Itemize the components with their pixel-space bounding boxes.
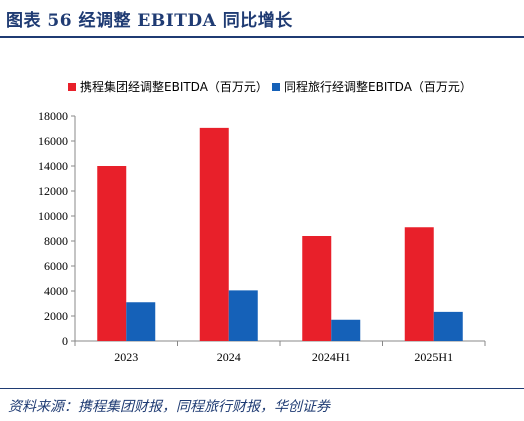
- legend-swatch-ctrip: [68, 83, 76, 91]
- y-tick-label: 16000: [38, 134, 68, 148]
- title-divider: [0, 36, 524, 38]
- x-tick-label: 2024H1: [312, 350, 351, 364]
- source-divider: [0, 388, 524, 389]
- y-tick-label: 8000: [44, 234, 68, 248]
- bar-tongcheng-2025h1: [433, 311, 463, 341]
- x-tick-label: 2023: [114, 350, 138, 364]
- y-tick-label: 12000: [38, 184, 68, 198]
- y-tick-label: 6000: [44, 259, 68, 273]
- bar-ctrip-2024: [199, 127, 229, 341]
- bar-chart: 携程集团经调整EBITDA（百万元） 同程旅行经调整EBITDA（百万元） 02…: [38, 79, 486, 364]
- bar-ctrip-2024h1: [302, 236, 332, 341]
- legend: 携程集团经调整EBITDA（百万元） 同程旅行经调整EBITDA（百万元）: [68, 79, 472, 94]
- y-tick-label: 10000: [38, 209, 68, 223]
- bars: [97, 127, 463, 341]
- legend-label-ctrip: 携程集团经调整EBITDA（百万元）: [80, 79, 268, 94]
- y-tick-label: 4000: [44, 284, 68, 298]
- y-tick-label: 0: [62, 334, 68, 348]
- bar-tongcheng-2023: [126, 302, 156, 341]
- legend-label-tongcheng: 同程旅行经调整EBITDA（百万元）: [284, 79, 472, 94]
- bar-ctrip-2025h1: [404, 227, 434, 341]
- bar-tongcheng-2024h1: [331, 319, 361, 341]
- y-tick-label: 14000: [38, 159, 68, 173]
- bar-tongcheng-2024: [228, 290, 258, 341]
- y-axis: 0 2000 4000 6000 8000 10000 12000 14000 16000 180…: [38, 109, 76, 348]
- y-tick-label: 18000: [38, 109, 68, 123]
- source-note: 资料来源：携程集团财报，同程旅行财报，华创证券: [8, 399, 330, 415]
- figure-title: 图表 56 经调整 EBITDA 同比增长: [6, 11, 293, 31]
- x-tick-label: 2025H1: [414, 350, 453, 364]
- x-axis: 2023 2024 2024H1 2025H1: [74, 340, 486, 364]
- y-tick-label: 2000: [44, 309, 68, 323]
- x-tick-label: 2024: [217, 350, 241, 364]
- bar-ctrip-2023: [97, 166, 127, 341]
- legend-swatch-tongcheng: [272, 83, 280, 91]
